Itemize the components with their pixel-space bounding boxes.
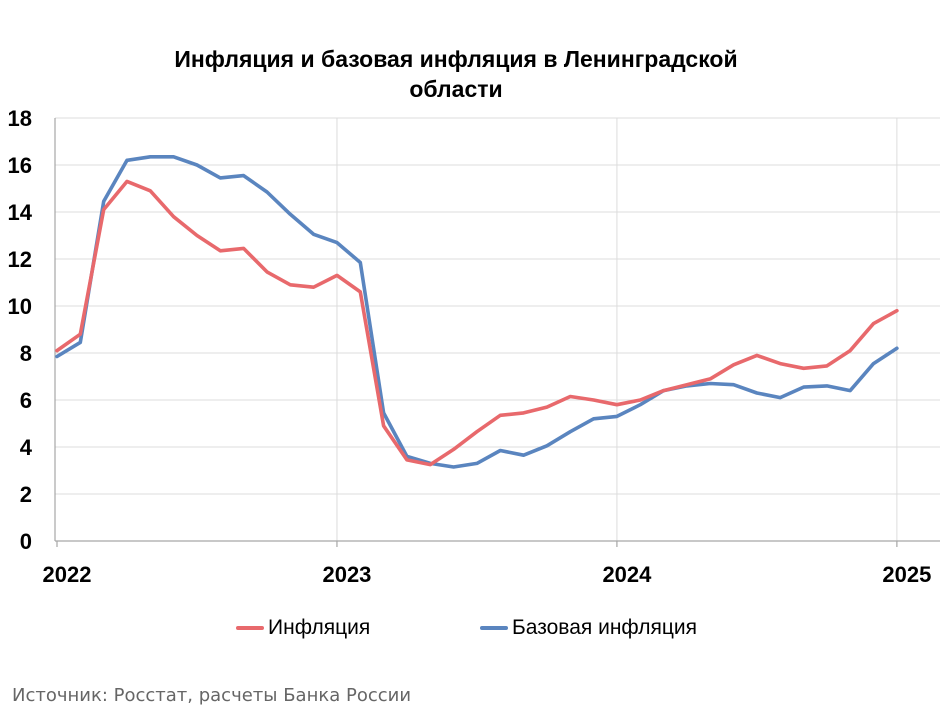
y-tick-label: 8 (20, 341, 32, 366)
y-tick-label: 16 (8, 153, 32, 178)
series-line-inflation (55, 179, 899, 467)
legend-item-core-inflation: Базовая инфляция (480, 616, 697, 640)
x-tick-label: 2025 (882, 562, 931, 587)
source-note: Источник: Росстат, расчеты Банка России (12, 685, 412, 706)
x-axis-tick-labels: 2022 2023 2024 2025 (43, 562, 932, 587)
legend-swatch-inflation (236, 626, 264, 630)
x-tick-label: 2024 (602, 562, 652, 587)
y-tick-label: 10 (8, 294, 32, 319)
x-tick-label: 2022 (43, 562, 92, 587)
legend-label-core-inflation: Базовая инфляция (512, 616, 698, 639)
chart-title-line-1: Инфляция и базовая инфляция в Ленинградс… (174, 46, 738, 72)
y-tick-label: 2 (20, 482, 32, 507)
y-tick-label: 18 (8, 106, 32, 131)
chart-title-line-2: области (409, 76, 503, 102)
y-tick-label: 14 (8, 200, 33, 225)
grid-lines (55, 117, 940, 541)
legend-label-inflation: Инфляция (268, 616, 371, 639)
series-line-core-inflation (55, 155, 899, 469)
x-tick-label: 2023 (322, 562, 371, 587)
chart-title: Инфляция и базовая инфляция в Ленинградс… (0, 44, 912, 104)
y-tick-label: 0 (20, 529, 32, 554)
legend: Инфляция Базовая инфляция (0, 616, 950, 646)
series-lines (55, 155, 899, 469)
axes (54, 118, 940, 547)
y-tick-label: 6 (20, 388, 32, 413)
legend-item-inflation: Инфляция (236, 616, 370, 640)
line-chart: 0 2 4 6 8 10 12 14 16 18 2022 2023 2024 2025 (8, 106, 940, 587)
y-tick-label: 4 (20, 435, 33, 460)
y-axis-tick-labels: 0 2 4 6 8 10 12 14 16 18 (8, 106, 33, 554)
legend-swatch-core-inflation (480, 626, 508, 630)
y-tick-label: 12 (8, 247, 32, 272)
